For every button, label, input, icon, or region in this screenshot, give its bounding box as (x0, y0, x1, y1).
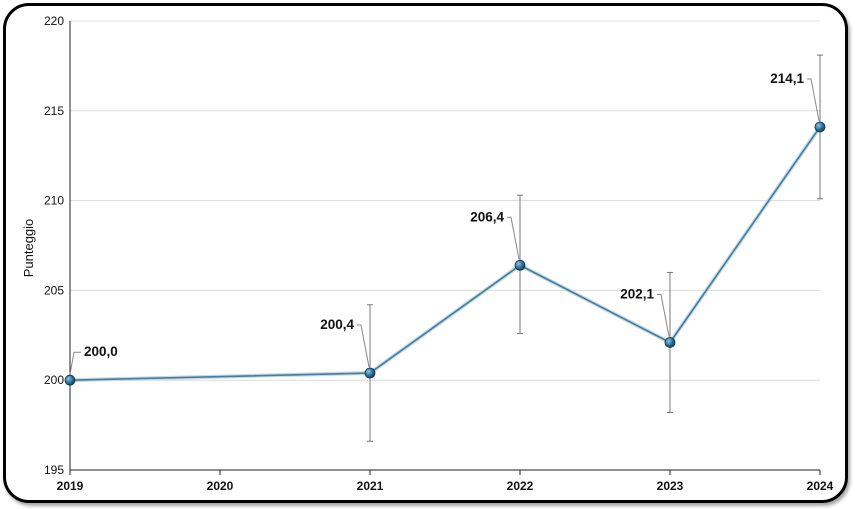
data-label-2021: 200,4 (320, 317, 370, 368)
y-axis-label: Punteggio (21, 219, 36, 278)
series-line-shadow (69, 125, 822, 383)
data-point-2019 (64, 374, 76, 386)
chart-frame (3, 3, 848, 503)
data-label-text-2022: 206,4 (470, 209, 504, 224)
gridlines (70, 20, 820, 381)
data-label-text-2019: 200,0 (84, 344, 118, 359)
data-point-2022 (514, 259, 526, 271)
series-line (69, 126, 821, 381)
axes: 195 200 205 210 215 220 2019 2020 2021 2022 2023 20… (44, 14, 834, 493)
data-label-text-2021: 200,4 (320, 317, 354, 332)
leader-line-2023 (657, 293, 670, 337)
x-tick-label-2021: 2021 (357, 479, 384, 493)
data-label-text-2023: 202,1 (620, 286, 654, 301)
x-tick-label-2023: 2023 (657, 479, 684, 493)
y-tick-label-210: 210 (44, 194, 64, 208)
data-labels: 200,0 200,4 206,4 202,1 214,1 (69, 71, 820, 375)
leader-line-2021 (357, 324, 370, 368)
y-tick-label-195: 195 (44, 463, 64, 477)
error-bars (367, 54, 823, 442)
data-label-2019: 200,0 (69, 344, 118, 375)
y-tick-label-215: 215 (44, 104, 64, 118)
data-label-2024: 214,1 (770, 71, 820, 122)
data-points (64, 121, 826, 386)
data-point-2021 (364, 367, 376, 379)
data-label-2022: 206,4 (470, 209, 520, 260)
leader-line-2022 (507, 216, 520, 260)
series-line (69, 125, 822, 383)
y-tick-label-200: 200 (44, 373, 64, 387)
data-label-2023: 202,1 (620, 286, 670, 337)
x-tick-label-2024: 2024 (807, 479, 834, 493)
x-tick-label-2020: 2020 (207, 479, 234, 493)
y-tick-label-220: 220 (44, 14, 64, 28)
data-point-2024 (814, 121, 826, 133)
x-tick-label-2019: 2019 (57, 479, 84, 493)
y-tick-label-205: 205 (44, 283, 64, 297)
data-point-2023 (664, 337, 676, 348)
leader-line-2019 (69, 351, 81, 375)
data-label-text-2024: 214,1 (770, 71, 804, 86)
leader-line-2024 (807, 78, 820, 122)
x-tick-label-2022: 2022 (507, 479, 534, 493)
